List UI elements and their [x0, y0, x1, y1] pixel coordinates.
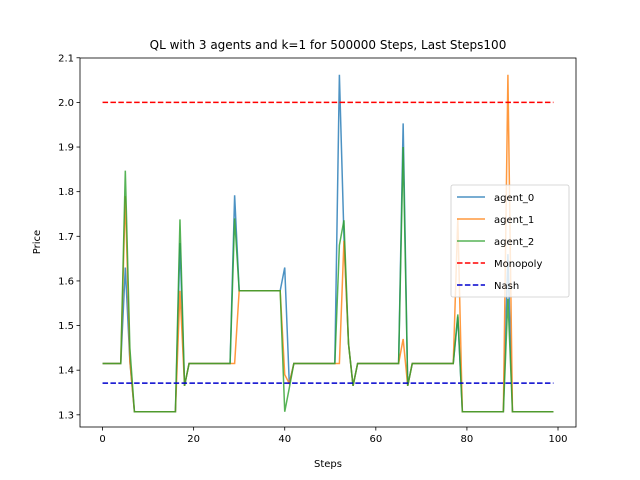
- x-tick-label: 100: [548, 434, 567, 445]
- x-tick-label: 60: [369, 434, 382, 445]
- y-tick-label: 2.1: [58, 53, 74, 64]
- legend-label-agent-2: agent_2: [494, 237, 534, 248]
- y-tick-label: 1.5: [58, 321, 74, 332]
- legend-label-nash: Nash: [494, 281, 519, 292]
- y-tick-label: 1.8: [58, 187, 74, 198]
- legend-label-agent-1: agent_1: [494, 215, 534, 226]
- y-tick-label: 1.6: [58, 276, 74, 287]
- plot-area: [79, 57, 577, 428]
- legend-box: [450, 184, 570, 298]
- y-tick-label: 1.9: [58, 143, 74, 154]
- x-tick-label: 20: [187, 434, 200, 445]
- x-tick-label: 40: [278, 434, 291, 445]
- legend-label-agent-0: agent_0: [494, 193, 534, 204]
- y-tick-label: 1.4: [58, 366, 74, 377]
- x-tick-label: 0: [99, 434, 105, 445]
- chart-title: QL with 3 agents and k=1 for 500000 Step…: [150, 38, 507, 52]
- y-tick-label: 2.0: [58, 98, 74, 109]
- x-axis: 0 20 40 60 80 100: [99, 427, 568, 445]
- axes-frame: [79, 57, 577, 428]
- series-line-agent-2: [102, 147, 554, 413]
- x-tick-label: 80: [461, 434, 474, 445]
- y-axis-label: Price: [32, 230, 43, 254]
- y-tick-label: 1.3: [58, 410, 74, 421]
- legend-label-monopoly: Monopoly: [494, 259, 542, 270]
- y-tick-label: 1.7: [58, 232, 74, 243]
- x-axis-label: Steps: [314, 459, 342, 470]
- legend: agent_0 agent_1 agent_2 Monopoly Nash: [450, 184, 570, 298]
- y-axis: 1.3 1.4 1.5 1.6 1.7 1.8 1.9 2.0 2.1: [58, 53, 80, 421]
